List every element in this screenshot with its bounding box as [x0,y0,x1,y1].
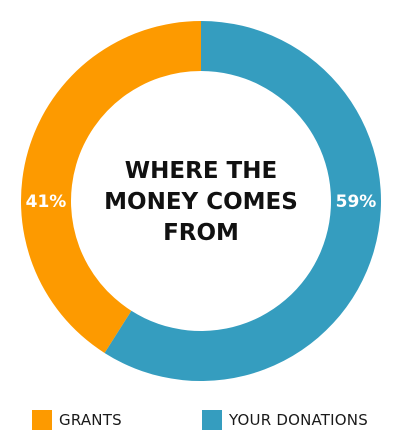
slice-your-donations [104,21,381,381]
legend: GRANTS YOUR DONATIONS [0,410,400,434]
legend-label-your-donations: YOUR DONATIONS [229,411,368,429]
legend-label-grants: GRANTS [59,411,122,429]
legend-item-grants: GRANTS [32,410,122,430]
legend-item-your-donations: YOUR DONATIONS [202,410,368,430]
data-label-your-donations: 59% [336,192,377,212]
chart-title-line: MONEY COMES [104,189,298,215]
chart-title: WHERE THE MONEY COMES FROM [104,158,298,246]
slice-grants [20,21,202,353]
chart-title-line: WHERE THE [125,158,277,184]
legend-swatch-your-donations [202,410,222,430]
legend-swatch-grants [32,410,52,430]
donut-slices [20,21,381,381]
slice-labels: 59% 41% [26,192,377,212]
data-label-grants: 41% [26,192,67,212]
chart-title-line: FROM [163,220,239,246]
